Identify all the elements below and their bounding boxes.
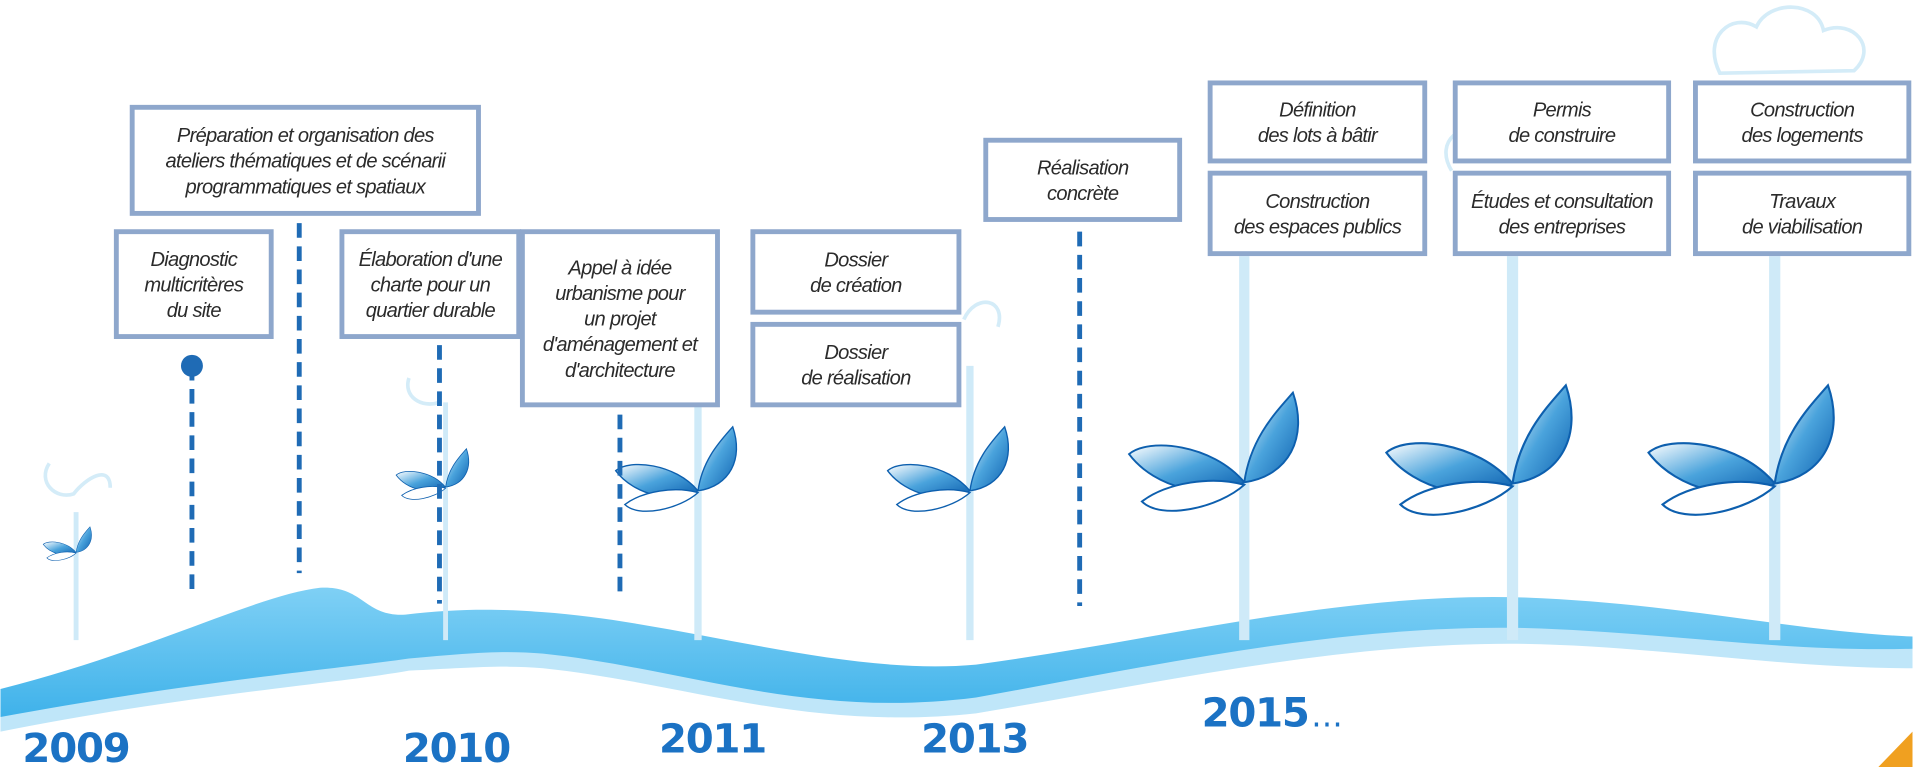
box-text: concrète (1047, 183, 1119, 205)
leaves (888, 427, 1009, 511)
box-text: un projet (584, 309, 658, 331)
page: { "boxes": [ {"lines": ["Préparation et … (0, 0, 1913, 767)
box-text: des entreprises (1499, 217, 1626, 239)
box-text: du site (167, 300, 222, 322)
box-text: Construction (1265, 191, 1370, 213)
box-text: Diagnostic (150, 249, 237, 271)
leaf (47, 552, 76, 561)
leaves (1386, 385, 1571, 514)
leaves (43, 527, 91, 561)
box-frame (1210, 173, 1425, 253)
leaf (698, 427, 736, 491)
box-text: de viabilisation (1742, 217, 1863, 239)
box-text: quartier durable (366, 300, 496, 322)
box-text: charte pour un (371, 274, 491, 296)
box-text: Dossier (824, 249, 889, 271)
box-frame (753, 324, 959, 404)
box-text: Élaboration d'une (359, 248, 503, 271)
timeline-box: Permis de construire (1455, 83, 1668, 161)
box-text: Définition (1279, 99, 1356, 121)
box-frame (753, 232, 959, 312)
leaf (897, 490, 970, 511)
year-label: 2010 (403, 726, 510, 767)
timeline-diagram: Préparation et organisation des ateliers … (0, 0, 1913, 767)
timeline-box: Élaboration d'une charte pour un quartier … (342, 232, 519, 337)
leaves (396, 449, 468, 500)
box-text: des logements (1742, 125, 1864, 147)
year-ellipsis: … (1311, 699, 1343, 735)
box-text: ateliers thématiques et de scénarii (166, 151, 447, 173)
timeline-box: Études et consultation des entreprises (1455, 173, 1668, 253)
box-text: multicritères (144, 274, 244, 296)
timeline-box: Diagnostic multicritères du site (116, 232, 271, 337)
hill (0, 588, 1912, 717)
box-text: Études et consultation (1471, 190, 1653, 213)
leaf (1142, 481, 1244, 511)
box-text: d'architecture (565, 360, 675, 382)
timeline-box: Dossier de réalisation (753, 324, 959, 404)
boxes: Préparation et organisation des ateliers … (116, 83, 1909, 405)
box-frame (986, 140, 1180, 219)
box-text: programmatiques et spatiaux (185, 176, 427, 198)
leaves (1649, 385, 1834, 514)
box-text: Appel à idée (567, 257, 672, 279)
box-text: Construction (1750, 99, 1855, 121)
timeline-box: Construction des logements (1695, 83, 1908, 161)
leaf (1663, 482, 1775, 515)
year-label: 2011 (659, 716, 766, 762)
milestone-dot (181, 355, 203, 377)
box-text: Permis (1533, 99, 1592, 121)
box-frame (1455, 83, 1668, 161)
leaf (1244, 393, 1298, 483)
timeline-box: Définition des lots à bâtir (1210, 83, 1425, 161)
leaf (1775, 385, 1834, 483)
years: 2009 2010 2011 2013 2015… (22, 691, 1342, 767)
box-text: Dossier (824, 342, 889, 364)
leaf (970, 427, 1008, 491)
box-text: d'aménagement et (543, 334, 699, 356)
box-text: Travaux (1769, 191, 1837, 213)
box-frame (1695, 83, 1908, 161)
timeline-box: Construction des espaces publics (1210, 173, 1425, 253)
corner-accent (1878, 732, 1912, 767)
box-text: Préparation et organisation des (177, 125, 434, 147)
timeline-box: Travaux de viabilisation (1695, 173, 1908, 253)
box-frame (1695, 173, 1908, 253)
box-text: Réalisation (1037, 157, 1129, 179)
leaf (625, 490, 698, 511)
box-frame (1455, 173, 1668, 253)
year-label: 2013 (921, 716, 1028, 762)
leaf (1400, 482, 1512, 515)
box-text: des espaces publics (1234, 217, 1402, 239)
leaf (446, 449, 469, 487)
timeline-box: Appel à idée urbanisme pour un projet d'amé… (522, 232, 717, 405)
leaf (1513, 385, 1572, 483)
year-label: 2009 (22, 726, 129, 767)
timeline-box: Préparation et organisation des ateliers … (132, 107, 478, 213)
box-frame (1210, 83, 1425, 161)
box-text: des lots à bâtir (1258, 125, 1379, 147)
box-text: de construire (1509, 125, 1616, 147)
box-text: de création (810, 275, 902, 297)
leaves (616, 427, 737, 511)
box-text: urbanisme pour (555, 283, 687, 305)
year-label: 2015 (1202, 691, 1309, 737)
timeline-box: Réalisation concrète (986, 140, 1180, 219)
box-text: de réalisation (801, 368, 911, 390)
timeline-box: Dossier de création (753, 232, 959, 312)
leaves (1129, 393, 1298, 511)
